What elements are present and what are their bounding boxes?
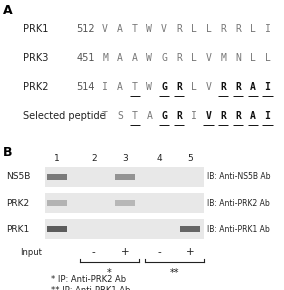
Text: L: L: [250, 53, 256, 63]
Text: 2: 2: [91, 154, 97, 163]
Text: 451: 451: [77, 53, 95, 63]
Text: B: B: [3, 146, 12, 160]
Text: IB: Anti-PRK1 Ab: IB: Anti-PRK1 Ab: [207, 224, 270, 234]
Text: W: W: [147, 82, 152, 92]
Text: -: -: [157, 247, 161, 257]
FancyBboxPatch shape: [45, 193, 204, 213]
Text: R: R: [220, 82, 226, 92]
Text: L: L: [206, 24, 211, 34]
Text: V: V: [161, 24, 167, 34]
Text: G: G: [161, 82, 167, 92]
Text: T: T: [102, 111, 108, 121]
Text: R: R: [235, 111, 241, 121]
Text: W: W: [147, 24, 152, 34]
Text: A: A: [250, 82, 256, 92]
Text: PRK1: PRK1: [6, 224, 29, 234]
Text: R: R: [235, 24, 241, 34]
Text: Selected peptide: Selected peptide: [23, 111, 105, 121]
Text: 4: 4: [156, 154, 162, 163]
Text: T: T: [132, 111, 137, 121]
Text: R: R: [176, 82, 182, 92]
Text: L: L: [250, 24, 256, 34]
Text: W: W: [147, 53, 152, 63]
Text: G: G: [161, 53, 167, 63]
FancyBboxPatch shape: [45, 167, 204, 187]
Text: I: I: [191, 111, 197, 121]
Text: PRK2: PRK2: [6, 198, 29, 208]
Text: +: +: [186, 247, 195, 257]
Text: 3: 3: [122, 154, 128, 163]
Text: 1: 1: [54, 154, 60, 163]
Text: *: *: [107, 268, 112, 278]
Text: R: R: [220, 111, 226, 121]
Text: 514: 514: [77, 82, 95, 92]
Text: I: I: [265, 24, 270, 34]
Text: PRK1: PRK1: [23, 24, 48, 34]
Text: V: V: [206, 82, 211, 92]
Text: M: M: [102, 53, 108, 63]
Text: V: V: [206, 111, 211, 121]
Text: **: **: [170, 268, 179, 278]
Text: A: A: [117, 24, 123, 34]
Text: 5: 5: [187, 154, 193, 163]
Text: I: I: [265, 82, 270, 92]
Text: A: A: [147, 111, 152, 121]
Text: G: G: [161, 111, 167, 121]
Text: PRK3: PRK3: [23, 53, 48, 63]
FancyBboxPatch shape: [47, 200, 67, 206]
Text: V: V: [102, 24, 108, 34]
Text: PRK2: PRK2: [23, 82, 48, 92]
Text: L: L: [265, 53, 270, 63]
Text: M: M: [220, 53, 226, 63]
Text: +: +: [121, 247, 129, 257]
Text: IB: Anti-PRK2 Ab: IB: Anti-PRK2 Ab: [207, 198, 270, 208]
FancyBboxPatch shape: [45, 219, 204, 239]
Text: I: I: [102, 82, 108, 92]
Text: T: T: [132, 24, 137, 34]
FancyBboxPatch shape: [47, 174, 67, 180]
FancyBboxPatch shape: [47, 226, 67, 232]
Text: * IP: Anti-PRK2 Ab: * IP: Anti-PRK2 Ab: [51, 276, 126, 284]
Text: R: R: [176, 53, 182, 63]
Text: L: L: [191, 53, 197, 63]
Text: A: A: [117, 53, 123, 63]
Text: L: L: [191, 24, 197, 34]
FancyBboxPatch shape: [180, 226, 200, 232]
Text: -: -: [92, 247, 96, 257]
FancyBboxPatch shape: [115, 200, 135, 206]
Text: A: A: [132, 53, 137, 63]
Text: R: R: [176, 24, 182, 34]
Text: 512: 512: [77, 24, 95, 34]
Text: V: V: [206, 53, 211, 63]
Text: R: R: [220, 24, 226, 34]
Text: Input: Input: [20, 248, 42, 257]
FancyBboxPatch shape: [115, 174, 135, 180]
Text: T: T: [132, 82, 137, 92]
Text: I: I: [265, 111, 270, 121]
Text: NS5B: NS5B: [6, 172, 30, 182]
Text: R: R: [235, 82, 241, 92]
Text: IB: Anti-NS5B Ab: IB: Anti-NS5B Ab: [207, 172, 271, 182]
Text: A: A: [117, 82, 123, 92]
Text: A: A: [3, 4, 12, 17]
Text: L: L: [191, 82, 197, 92]
Text: ** IP: Anti-PRK1 Ab: ** IP: Anti-PRK1 Ab: [51, 286, 130, 290]
Text: A: A: [250, 111, 256, 121]
Text: R: R: [176, 111, 182, 121]
Text: S: S: [117, 111, 123, 121]
Text: N: N: [235, 53, 241, 63]
